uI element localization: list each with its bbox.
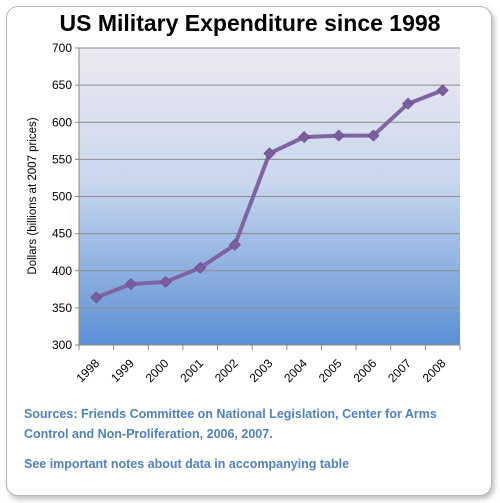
data-point-marker (228, 238, 241, 251)
data-point-marker (263, 147, 276, 160)
x-tick-label: 2001 (177, 356, 206, 385)
y-axis-label: Dollars (billions at 2007 prices) (27, 117, 39, 274)
series-markers (90, 84, 449, 304)
data-point-marker (90, 291, 103, 304)
sources-text: Sources: Friends Committee on National L… (24, 407, 437, 441)
y-tick-label: 500 (52, 190, 72, 204)
data-point-marker (194, 261, 207, 274)
y-tick-label: 450 (52, 227, 72, 241)
x-tick-label: 2007 (385, 356, 414, 385)
x-tick-label: 2005 (316, 356, 345, 385)
y-tick-label: 350 (52, 301, 72, 315)
data-point-marker (298, 131, 311, 144)
x-tick-label: 1998 (73, 356, 102, 385)
x-tick-label: 2004 (281, 356, 310, 385)
y-tick-label: 300 (52, 338, 72, 352)
x-tick-label: 2002 (212, 356, 241, 385)
y-tick-label: 650 (52, 78, 72, 92)
notes-link[interactable]: See important notes about data in accomp… (24, 457, 350, 471)
x-tick-label: 2008 (420, 356, 449, 385)
y-tick-labels: 300 350 400 450 500 550 600 650 700 (52, 41, 72, 352)
data-point-marker (401, 97, 415, 110)
y-tick-label: 400 (52, 264, 72, 278)
axes (78, 48, 461, 350)
data-point-marker (436, 84, 449, 97)
data-point-marker (367, 129, 380, 142)
data-point-marker (332, 129, 345, 142)
x-tick-label: 2000 (143, 356, 172, 385)
x-tick-labels: 1998 1999 2000 2001 2002 2003 2004 2005 2006 2007… (73, 356, 448, 385)
y-tick-label: 700 (52, 41, 72, 55)
x-tick-label: 1999 (108, 356, 137, 385)
data-point-marker (124, 278, 138, 291)
y-tick-label: 550 (52, 152, 72, 166)
gridlines (75, 47, 460, 346)
data-point-marker (159, 275, 172, 288)
x-tick-label: 2006 (351, 356, 380, 385)
chart-title: US Military Expenditure since 1998 (59, 10, 441, 36)
x-tick-label: 2003 (247, 356, 276, 385)
y-tick-label: 600 (52, 115, 72, 129)
